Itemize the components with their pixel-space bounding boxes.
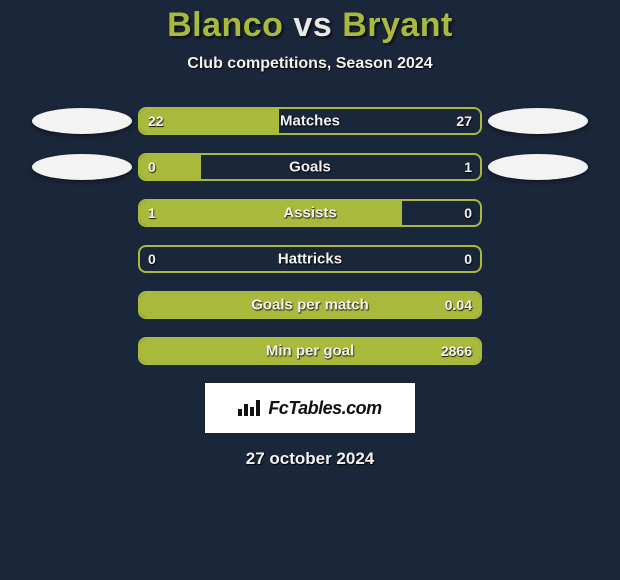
logo-ellipse-icon bbox=[32, 108, 132, 134]
stat-bar: Goals per match0.04 bbox=[138, 291, 482, 319]
bar-fill-left bbox=[140, 155, 201, 179]
stat-row: Goals01 bbox=[0, 153, 620, 181]
bar-fill-left bbox=[140, 293, 480, 317]
stat-bar: Hattricks0 0 bbox=[138, 245, 482, 273]
logo-ellipse-icon bbox=[32, 154, 132, 180]
player-a-name: Blanco bbox=[167, 6, 283, 44]
logo-ellipse-icon bbox=[488, 108, 588, 134]
team-logo-left bbox=[32, 154, 132, 180]
subtitle: Club competitions, Season 2024 bbox=[0, 55, 620, 73]
stat-label: Hattricks bbox=[140, 251, 480, 268]
vs-label: vs bbox=[293, 6, 332, 44]
stat-row: Hattricks0 0 bbox=[0, 245, 620, 273]
stat-rows: Matches2227Goals01Assists10Hattricks00Go… bbox=[0, 107, 620, 365]
stat-bar: Goals01 bbox=[138, 153, 482, 181]
stat-row: Matches2227 bbox=[0, 107, 620, 135]
brand-text: FcTables.com bbox=[268, 398, 381, 419]
stat-row: Goals per match0.04 bbox=[0, 291, 620, 319]
bar-fill-left bbox=[140, 201, 402, 225]
stat-value-right: 1 bbox=[464, 159, 472, 175]
stat-value-left: 0 bbox=[148, 251, 156, 267]
team-logo-right bbox=[488, 108, 588, 134]
bars-icon bbox=[238, 400, 262, 416]
stat-bar: Matches2227 bbox=[138, 107, 482, 135]
player-b-name: Bryant bbox=[342, 6, 453, 44]
date-label: 27 october 2024 bbox=[0, 449, 620, 469]
page-title: Blanco vs Bryant bbox=[0, 6, 620, 45]
stat-bar: Assists10 bbox=[138, 199, 482, 227]
team-logo-left bbox=[32, 108, 132, 134]
stat-row: Assists10 bbox=[0, 199, 620, 227]
stat-bar: Min per goal2866 bbox=[138, 337, 482, 365]
stat-value-right: 27 bbox=[456, 113, 472, 129]
comparison-card: Blanco vs Bryant Club competitions, Seas… bbox=[0, 6, 620, 580]
stat-value-right: 0 bbox=[464, 251, 472, 267]
team-logo-right bbox=[488, 154, 588, 180]
bar-fill-left bbox=[140, 339, 480, 363]
stat-value-right: 0 bbox=[464, 205, 472, 221]
brand-box: FcTables.com bbox=[205, 383, 415, 433]
bar-fill-left bbox=[140, 109, 279, 133]
logo-ellipse-icon bbox=[488, 154, 588, 180]
stat-row: Min per goal2866 bbox=[0, 337, 620, 365]
